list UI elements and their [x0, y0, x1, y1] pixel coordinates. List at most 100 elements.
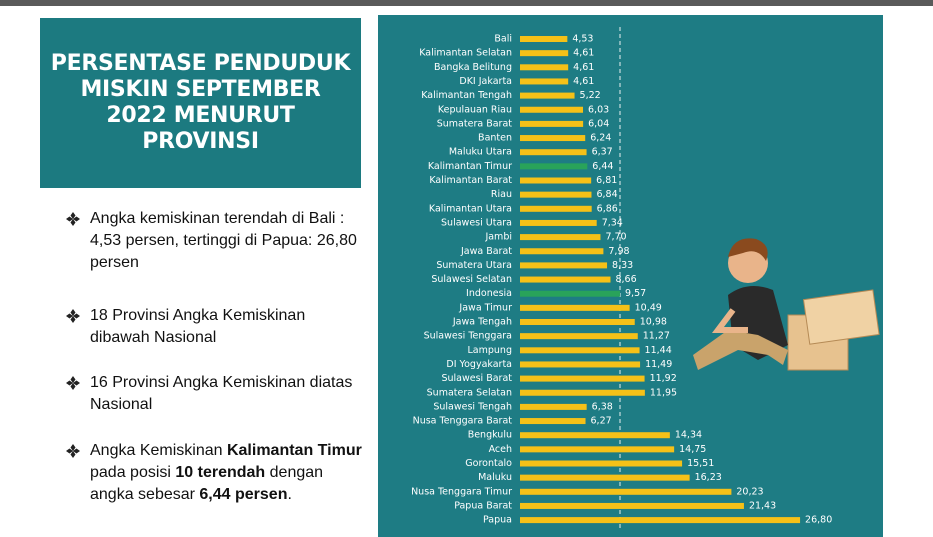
- value-label: 8,66: [615, 274, 636, 285]
- category-label: Kalimantan Barat: [429, 175, 512, 186]
- top-bar: [0, 0, 933, 6]
- box: [802, 289, 880, 345]
- category-label: Indonesia: [466, 288, 512, 299]
- value-label: 16,23: [695, 472, 722, 483]
- category-label: Kalimantan Timur: [428, 161, 512, 172]
- bullet: 16 Provinsi Angka Kemiskinan diatas Nasi…: [66, 372, 366, 416]
- bullet-icon: [66, 309, 80, 323]
- value-label: 14,75: [679, 444, 706, 455]
- text-run: dengan angka sebesar: [90, 464, 324, 503]
- bar: [520, 64, 569, 71]
- value-label: 4,53: [572, 34, 593, 45]
- category-label: Aceh: [489, 444, 512, 455]
- bar: [520, 205, 592, 212]
- category-label: Sumatera Selatan: [427, 387, 512, 398]
- value-label: 6,24: [590, 133, 611, 144]
- value-label: 6,44: [592, 161, 613, 172]
- illustration: [693, 238, 880, 371]
- bar: [520, 304, 630, 311]
- category-label: Gorontalo: [465, 458, 512, 469]
- category-label: Kepulauan Riau: [438, 104, 512, 115]
- value-label: 10,98: [640, 317, 667, 328]
- bullet: 18 Provinsi Angka Kemiskinan dibawah Nas…: [66, 305, 366, 349]
- bar: [520, 276, 611, 283]
- value-label: 11,27: [643, 331, 670, 342]
- category-label: Papua Barat: [454, 500, 512, 511]
- bar: [520, 333, 638, 340]
- text-run: .: [287, 486, 292, 503]
- bar: [520, 418, 586, 425]
- bar: [520, 248, 604, 255]
- value-label: 4,61: [573, 76, 594, 87]
- category-label: Maluku: [478, 472, 512, 483]
- value-label: 26,80: [805, 515, 832, 526]
- category-label: Kalimantan Selatan: [419, 48, 512, 59]
- value-label: 6,81: [596, 175, 617, 186]
- value-label: 6,84: [596, 189, 617, 200]
- bullet: Angka Kemiskinan Kalimantan Timur pada p…: [66, 440, 366, 506]
- text-run: 18 Provinsi Angka Kemiskinan dibawah Nas…: [90, 307, 306, 346]
- category-label: Jawa Barat: [460, 246, 512, 257]
- text-run: 10 terendah: [175, 464, 266, 481]
- bar: [520, 219, 597, 226]
- bar: [520, 135, 586, 142]
- value-label: 11,44: [645, 345, 672, 356]
- bar: [520, 36, 568, 42]
- category-label: Papua: [483, 515, 512, 526]
- bar: [520, 120, 584, 127]
- hair: [728, 238, 768, 261]
- text-run: 16 Provinsi Angka Kemiskinan diatas Nasi…: [90, 374, 353, 413]
- category-label: Jawa Timur: [458, 302, 512, 313]
- bar: [520, 347, 640, 354]
- bullet-text: Angka kemiskinan terendah di Bali : 4,53…: [90, 208, 362, 274]
- category-label: Jawa Tengah: [452, 317, 512, 328]
- bar: [520, 262, 608, 269]
- bar: [520, 50, 569, 57]
- bullet: Angka kemiskinan terendah di Bali : 4,53…: [66, 208, 366, 274]
- category-label: Nusa Tenggara Timur: [411, 486, 512, 497]
- bar: [520, 432, 670, 439]
- category-label: DKI Jakarta: [459, 76, 512, 87]
- value-label: 6,27: [591, 416, 612, 427]
- category-label: Nusa Tenggara Barat: [413, 416, 513, 427]
- bar: [520, 234, 601, 241]
- value-label: 6,38: [592, 401, 613, 412]
- bullet-icon: [66, 212, 80, 226]
- category-label: Jambi: [484, 232, 512, 243]
- bar: [520, 488, 732, 495]
- bar: [520, 149, 587, 156]
- legs: [693, 330, 788, 370]
- category-label: Sumatera Utara: [436, 260, 512, 271]
- slide-title: PERSENTASE PENDUDUK MISKIN SEPTEMBER 202…: [50, 51, 351, 154]
- bullet-text: Angka Kemiskinan Kalimantan Timur pada p…: [90, 440, 362, 506]
- value-label: 8,33: [612, 260, 633, 271]
- value-label: 7,98: [608, 246, 629, 257]
- category-label: Riau: [491, 189, 512, 200]
- bar: [520, 389, 645, 396]
- bar: [520, 502, 744, 509]
- bullet-icon: [66, 376, 80, 390]
- category-label: Kalimantan Tengah: [421, 90, 512, 101]
- value-label: 4,61: [573, 62, 594, 73]
- value-label: 11,95: [650, 387, 677, 398]
- category-label: Sulawesi Tengah: [433, 401, 512, 412]
- bar: [520, 92, 575, 99]
- bar: [520, 460, 683, 467]
- title-box: PERSENTASE PENDUDUK MISKIN SEPTEMBER 202…: [40, 18, 361, 188]
- value-label: 9,57: [625, 288, 646, 299]
- category-label: DI Yogyakarta: [446, 359, 512, 370]
- value-label: 14,34: [675, 430, 702, 441]
- value-label: 5,22: [580, 90, 601, 101]
- category-label: Maluku Utara: [449, 147, 512, 158]
- bullet-icon: [66, 444, 80, 458]
- arm: [712, 308, 748, 333]
- category-label: Bali: [494, 34, 512, 45]
- bar: [520, 177, 592, 184]
- bullet-text: 18 Provinsi Angka Kemiskinan dibawah Nas…: [90, 305, 362, 349]
- bars: Bali 4,53 Kalimantan Selatan 4,61 Bangka Bel…: [411, 27, 832, 529]
- text-run: Angka Kemiskinan: [90, 442, 227, 459]
- bar: [520, 78, 569, 85]
- value-label: 10,49: [635, 302, 662, 313]
- value-label: 7,70: [605, 232, 626, 243]
